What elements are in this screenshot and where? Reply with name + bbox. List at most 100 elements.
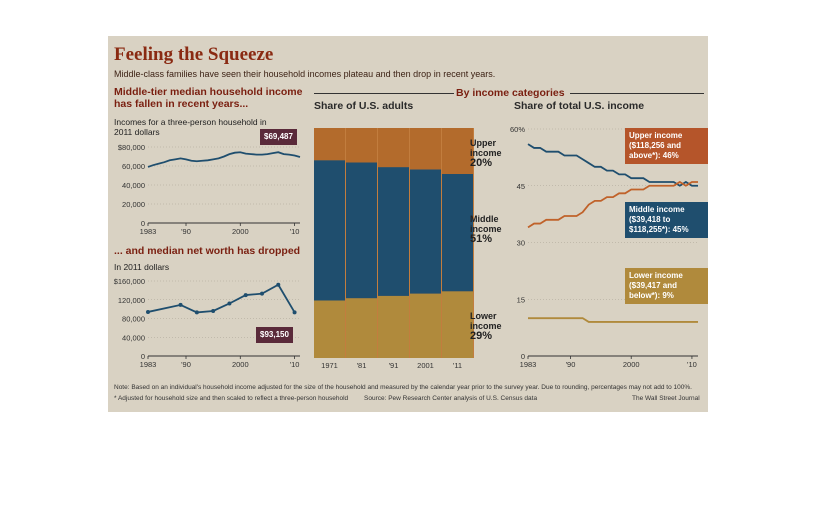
networth-x-tick-label: 1983 <box>140 360 157 369</box>
share-income-x-tick-label: '90 <box>566 360 576 369</box>
lower-callout-l1: Lower income <box>629 271 683 280</box>
footer-footnote: * Adjusted for household size and then s… <box>114 395 349 402</box>
share-adults-x-tick-label: '91 <box>389 361 399 370</box>
income-y-tick-label: 40,000 <box>122 181 145 190</box>
upper-callout-l1: Upper income <box>629 131 683 140</box>
networth-y-tick-label: 120,000 <box>118 296 145 305</box>
middle-income-label-l2: income <box>470 224 502 234</box>
income-chart-ylabel: Incomes for a three-person household in … <box>114 117 279 137</box>
networth-data-point <box>276 282 281 287</box>
lower-callout-l3: below*): 9% <box>629 291 674 300</box>
upper-income-label-l2: income <box>470 148 502 158</box>
share-income-title: Share of total U.S. income <box>514 100 645 112</box>
share-adults-bar-chart: 1971 '81 '91 2001 '11 <box>314 128 474 370</box>
middle-callout-l3: $118,255*): 45% <box>629 225 689 234</box>
share-income-series-line-lower <box>528 317 698 323</box>
bar-segment-upper-income <box>410 128 441 170</box>
bar-segment-lower-income <box>410 293 441 358</box>
footer-source: Source: Pew Research Center analysis of … <box>364 395 538 402</box>
lower-income-label-l2: income <box>470 321 502 331</box>
networth-value-callout: $93,150 <box>256 327 293 343</box>
networth-data-point <box>146 309 150 314</box>
share-income-y-tick-label: 0 <box>521 352 525 361</box>
share-income-y-tick-label: 30 <box>517 239 525 248</box>
networth-y-tick-label: 80,000 <box>122 315 145 324</box>
infographic-panel: Feeling the Squeeze Middle-class familie… <box>108 36 708 412</box>
share-income-y-tick-label: 60% <box>510 125 525 134</box>
share-adults-x-tick-label: '11 <box>453 361 462 370</box>
share-adults-x-tick-label: 1971 <box>321 361 338 370</box>
networth-data-point <box>227 301 232 306</box>
share-income-y-tick-label: 45 <box>517 182 525 191</box>
bar-segment-upper-income <box>346 128 377 163</box>
income-x-tick-label: '90 <box>181 227 191 236</box>
middle-income-value: 51% <box>470 233 493 245</box>
networth-data-point <box>243 293 248 298</box>
income-x-tick-label: 2000 <box>232 227 249 236</box>
bar-segment-lower-income <box>378 295 409 358</box>
by-income-heading: By income categories <box>456 87 565 99</box>
middle-income-label: Middle income 51% <box>470 214 502 245</box>
bar-segment-lower-income <box>314 300 345 358</box>
lower-income-callout: Lower income ($39,417 and below*): 9% <box>625 268 708 304</box>
lower-callout-l2: ($39,417 and <box>629 281 678 290</box>
networth-y-tick-label: $160,000 <box>114 277 145 286</box>
share-income-line-chart: 0 15 30 45 60% 1983 '90 2000 '10 <box>510 125 698 369</box>
share-adults-x-tick-label: '81 <box>357 361 367 370</box>
upper-income-callout: Upper income ($118,256 and above*): 46% <box>625 128 708 164</box>
income-x-tick-label: 1983 <box>140 227 157 236</box>
middle-callout-l2: ($39,418 to <box>629 215 671 224</box>
page-title: Feeling the Squeeze <box>114 44 274 65</box>
income-chart-title: Middle-tier median household income has … <box>114 86 309 110</box>
share-income-y-tick-label: 15 <box>517 295 525 304</box>
income-chart-ylabel-text: Incomes for a three-person household in … <box>114 117 267 137</box>
networth-x-tick-label: '10 <box>290 360 300 369</box>
upper-income-label: Upper income 20% <box>470 138 502 169</box>
lower-income-label: Lower income 29% <box>470 311 502 342</box>
bar-segment-middle-income <box>314 160 345 301</box>
bar-segment-upper-income <box>378 128 409 168</box>
middle-callout-l1: Middle income <box>629 205 685 214</box>
networth-chart-title: ... and median net worth has dropped <box>114 245 301 257</box>
bar-segment-lower-income <box>346 298 377 358</box>
bar-segment-middle-income <box>410 169 441 294</box>
page-subtitle: Middle-class families have seen their ho… <box>114 69 496 79</box>
networth-data-point <box>194 310 199 315</box>
networth-x-tick-label: 2000 <box>232 360 249 369</box>
networth-data-point <box>211 309 216 313</box>
bar-segment-middle-income <box>346 162 377 299</box>
footer-credit: The Wall Street Journal <box>632 395 700 402</box>
networth-y-tick-label: 40,000 <box>122 333 145 342</box>
income-series-line-value <box>147 151 301 168</box>
bar-segment-upper-income <box>442 128 473 174</box>
upper-income-label-l1: Upper <box>470 138 497 148</box>
income-y-tick-label: $80,000 <box>118 143 145 152</box>
bar-segment-lower-income <box>442 291 473 358</box>
upper-callout-l2: ($118,256 and <box>629 141 682 150</box>
income-y-tick-label: 60,000 <box>122 162 145 171</box>
networth-line-chart: 0 40,000 80,000 120,000 $160,000 1983 '90 2000 '… <box>114 277 300 369</box>
by-income-rule-right <box>570 93 704 94</box>
income-y-tick-label: 0 <box>141 219 145 228</box>
share-adults-x-tick-label: 2001 <box>417 361 434 370</box>
bar-segment-upper-income <box>314 128 345 161</box>
networth-chart-ylabel: In 2011 dollars <box>114 262 170 272</box>
income-y-tick-label: 20,000 <box>122 200 145 209</box>
income-value-callout: $69,487 <box>260 129 297 145</box>
bar-segment-middle-income <box>378 167 409 296</box>
upper-callout-l3: above*): 46% <box>629 151 679 160</box>
networth-y-tick-label: 0 <box>141 352 145 361</box>
footer-note: Note: Based on an individual's household… <box>114 384 692 391</box>
share-adults-title: Share of U.S. adults <box>314 100 414 112</box>
networth-x-tick-label: '90 <box>181 360 191 369</box>
upper-income-value: 20% <box>470 157 493 169</box>
share-income-x-tick-label: '10 <box>687 360 697 369</box>
lower-income-value: 29% <box>470 330 493 342</box>
share-income-x-tick-label: 2000 <box>623 360 640 369</box>
income-line-chart: 0 20,000 40,000 60,000 $80,000 1983 '90 2000 '10 <box>118 143 301 236</box>
by-income-rule-left <box>314 93 454 94</box>
share-income-series-line-middle <box>527 143 698 187</box>
share-income-series-line-upper <box>527 180 698 229</box>
income-x-tick-label: '10 <box>290 227 300 236</box>
middle-income-label-l1: Middle <box>470 214 499 224</box>
